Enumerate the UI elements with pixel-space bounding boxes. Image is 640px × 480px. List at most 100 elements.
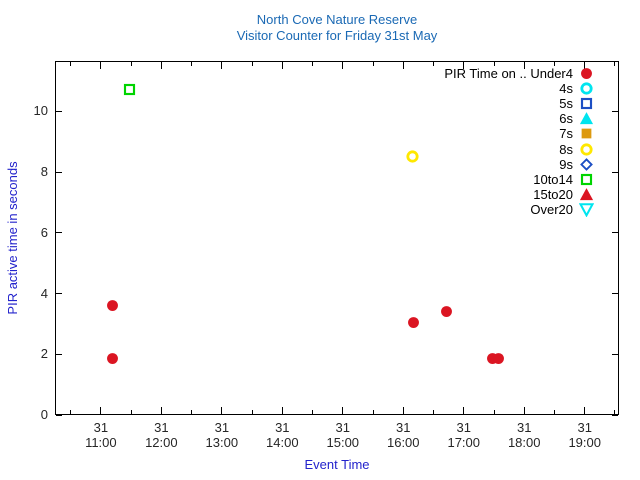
x-tick-label: 31 11:00	[71, 420, 131, 450]
y-tick-label: 10	[33, 103, 48, 119]
x-minor-tick	[130, 410, 132, 414]
x-tick-label-line: 31	[335, 420, 351, 435]
x-major-tick-mirror	[584, 62, 586, 69]
y-major-tick	[56, 353, 62, 355]
legend-label: 9s	[559, 156, 573, 172]
legend-item: 7s	[559, 126, 594, 142]
legend-label: Over20	[530, 202, 573, 218]
x-minor-tick-mirror	[614, 62, 616, 66]
x-minor-tick	[614, 410, 616, 414]
data-point-10to14	[122, 82, 137, 97]
x-tick-label: 31 18:00	[494, 420, 554, 450]
chart-title: North Cove Nature Reserve	[256, 12, 418, 27]
data-point-Under4	[491, 351, 506, 366]
x-tick-label-line: 13:00	[205, 435, 239, 450]
x-tick-label: 31 13:00	[192, 420, 252, 450]
y-tick-label: 8	[40, 164, 48, 180]
x-major-tick-mirror	[463, 62, 465, 69]
x-minor-tick-mirror	[70, 62, 72, 66]
x-tick-label-line: 19:00	[568, 435, 601, 450]
x-tick-label-line: 31	[154, 420, 169, 435]
x-tick-label: 31 12:00	[131, 420, 191, 450]
x-minor-tick	[312, 410, 314, 414]
legend-label: PIR Time on .. Under4	[444, 65, 573, 81]
legend-label: 10to14	[533, 171, 573, 187]
x-minor-tick	[372, 410, 374, 414]
x-minor-tick	[191, 410, 193, 414]
x-major-tick	[221, 407, 223, 414]
data-point-Under4	[105, 298, 120, 313]
legend-marker-triangle-up	[579, 111, 594, 126]
data-point-Under4	[439, 304, 454, 319]
legend-marker-circle	[579, 81, 594, 96]
legend-marker-circle	[579, 142, 594, 157]
legend-item: 4s	[559, 80, 594, 96]
x-minor-tick-mirror	[372, 62, 374, 66]
y-major-tick-mirror	[612, 171, 618, 173]
x-tick-label-line: 12:00	[145, 435, 178, 450]
y-tick-label: 2	[40, 346, 48, 362]
y-major-tick	[56, 232, 62, 234]
x-minor-tick	[251, 410, 253, 414]
legend-marker-triangle-down	[578, 202, 595, 218]
x-minor-tick-mirror	[191, 62, 193, 66]
x-tick-label-line: 31	[275, 420, 290, 435]
legend-label: 8s	[559, 141, 573, 157]
x-major-tick	[463, 407, 465, 414]
legend-label: 4s	[559, 80, 573, 96]
x-tick-label-line: 17:00	[447, 435, 481, 450]
chart-subtitle: Visitor Counter for Friday 31st May	[236, 28, 438, 43]
x-minor-tick	[70, 410, 72, 414]
x-major-tick	[100, 407, 102, 414]
x-major-tick	[584, 407, 586, 414]
x-major-tick-mirror	[523, 62, 525, 69]
legend-item: 8s	[559, 141, 594, 157]
x-tick-label-line: 31	[396, 420, 411, 435]
x-major-tick-mirror	[281, 62, 283, 69]
x-minor-tick-mirror	[312, 62, 314, 66]
data-point-Under4	[105, 351, 120, 366]
legend-item: 5s	[559, 95, 594, 111]
x-major-tick	[523, 407, 525, 414]
y-major-tick-mirror	[612, 414, 618, 416]
x-tick-label: 31 15:00	[313, 420, 373, 450]
x-major-tick	[160, 407, 162, 414]
x-axis-label: Event Time	[304, 457, 370, 472]
legend-label: 7s	[559, 126, 573, 142]
x-major-tick	[402, 407, 404, 414]
legend-label: 15to20	[533, 187, 573, 203]
y-major-tick-mirror	[612, 293, 618, 295]
y-major-tick	[56, 293, 62, 295]
x-major-tick-mirror	[342, 62, 344, 69]
x-tick-label: 31 16:00	[373, 420, 433, 450]
x-major-tick	[281, 407, 283, 414]
x-major-tick	[342, 407, 344, 414]
y-major-tick-mirror	[612, 232, 618, 234]
data-point-8s	[405, 149, 420, 164]
legend-item: Over20	[530, 202, 595, 218]
x-tick-label-line: 11:00	[85, 435, 117, 450]
y-major-tick	[56, 110, 62, 112]
x-minor-tick-mirror	[493, 62, 495, 66]
legend-marker-circle	[579, 66, 594, 81]
legend-item: PIR Time on .. Under4	[444, 65, 594, 81]
x-minor-tick	[433, 410, 435, 414]
legend-item: 15to20	[533, 187, 594, 203]
legend-item: 9s	[559, 156, 594, 172]
chart-title-block: North Cove Nature Reserve Visitor Counte…	[55, 12, 619, 44]
x-tick-label-line: 15:00	[326, 435, 360, 450]
y-major-tick-mirror	[612, 353, 618, 355]
x-tick-label-line: 31	[93, 420, 109, 435]
y-major-tick-mirror	[612, 110, 618, 112]
y-major-tick	[56, 414, 62, 416]
x-tick-label-line: 31	[214, 420, 230, 435]
plot-area	[55, 61, 619, 415]
data-point-Under4	[406, 315, 421, 330]
x-tick-label-line: 18:00	[507, 435, 541, 450]
x-major-tick-mirror	[221, 62, 223, 69]
x-minor-tick-mirror	[251, 62, 253, 66]
y-major-tick	[56, 171, 62, 173]
y-tick-label: 6	[40, 224, 48, 240]
x-minor-tick	[553, 410, 555, 414]
